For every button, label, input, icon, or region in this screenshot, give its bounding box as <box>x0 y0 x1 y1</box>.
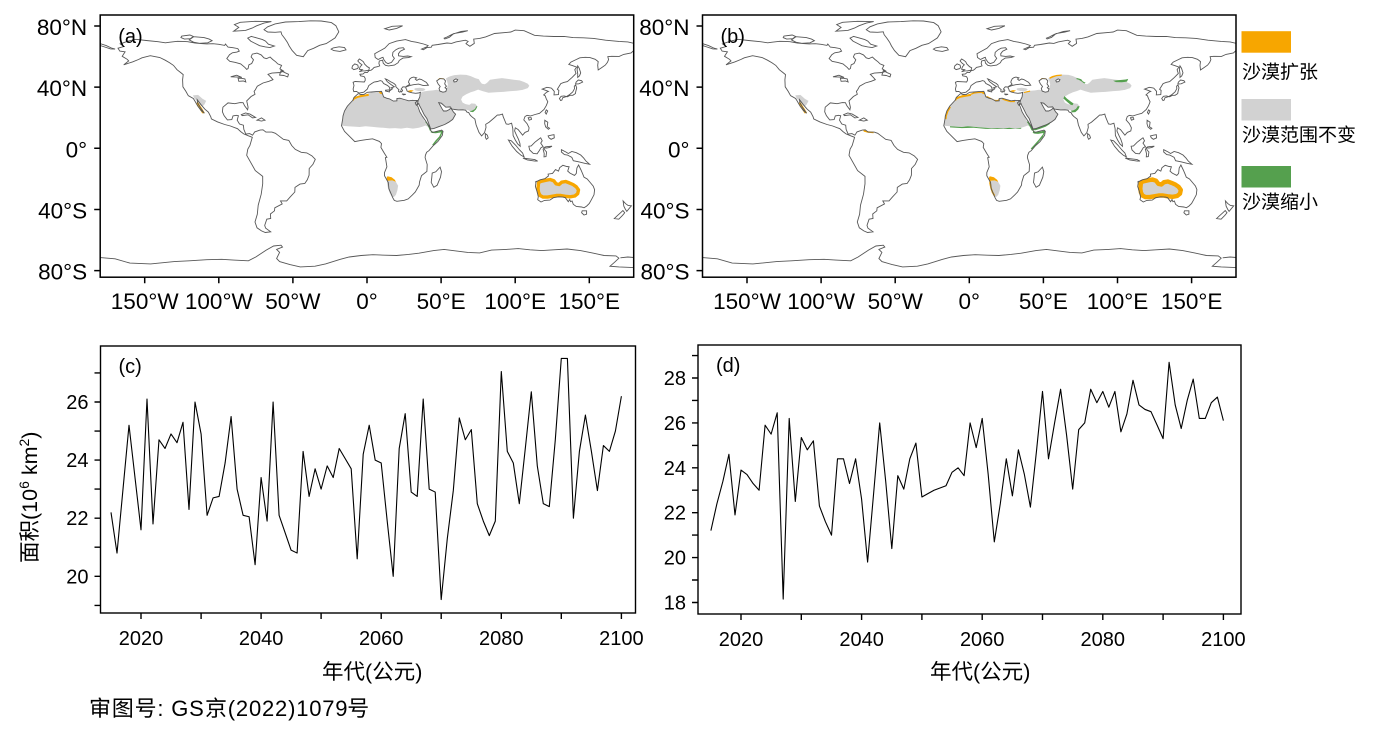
svg-text:2040: 2040 <box>239 628 284 650</box>
svg-text:100°W: 100°W <box>787 289 856 314</box>
svg-text:0°: 0° <box>959 289 981 314</box>
svg-text:100°E: 100°E <box>484 289 546 314</box>
svg-text:150°W: 150°W <box>713 289 782 314</box>
svg-text:28: 28 <box>664 368 686 390</box>
svg-text:2020: 2020 <box>719 629 764 651</box>
svg-text:80°N: 80°N <box>639 15 689 40</box>
svg-text:150°E: 150°E <box>1161 289 1223 314</box>
svg-text:100°W: 100°W <box>185 289 254 314</box>
svg-text:50°E: 50°E <box>1019 289 1068 314</box>
svg-text:0°: 0° <box>668 137 690 162</box>
svg-text:(2022)1079: (2022)1079 <box>228 696 349 721</box>
svg-text:80°N: 80°N <box>37 15 87 40</box>
svg-text:40°N: 40°N <box>37 76 87 101</box>
svg-text:: GS: : GS <box>157 696 204 721</box>
svg-text:2060: 2060 <box>960 629 1005 651</box>
svg-text:50°W: 50°W <box>265 289 321 314</box>
svg-text:22: 22 <box>66 508 88 530</box>
svg-text:2020: 2020 <box>119 628 164 650</box>
svg-text:50°W: 50°W <box>868 289 924 314</box>
svg-text:20: 20 <box>664 548 686 570</box>
svg-text:24: 24 <box>66 450 88 472</box>
svg-text:0°: 0° <box>356 289 378 314</box>
svg-text:100°E: 100°E <box>1087 289 1149 314</box>
svg-text:26: 26 <box>66 392 88 414</box>
svg-text:80°S: 80°S <box>640 260 689 285</box>
svg-text:0°: 0° <box>66 137 88 162</box>
svg-text:(a): (a) <box>118 26 142 48</box>
svg-text:): ) <box>1023 660 1030 684</box>
svg-text:40°N: 40°N <box>639 76 689 101</box>
svg-text:40°S: 40°S <box>640 199 689 224</box>
svg-text:80°S: 80°S <box>38 260 87 285</box>
svg-text:18: 18 <box>664 593 686 615</box>
svg-text:): ) <box>415 660 422 684</box>
svg-text:(: ( <box>973 660 981 684</box>
svg-text:2060: 2060 <box>359 628 404 650</box>
svg-text:150°W: 150°W <box>111 289 180 314</box>
svg-text:(d): (d) <box>716 355 740 377</box>
svg-text:50°E: 50°E <box>417 289 466 314</box>
svg-text:40°S: 40°S <box>38 199 87 224</box>
svg-text:150°E: 150°E <box>559 289 621 314</box>
svg-text:2040: 2040 <box>839 629 884 651</box>
svg-text:(106 km2): (106 km2) <box>16 432 42 520</box>
svg-text:(: ( <box>365 660 373 684</box>
svg-text:26: 26 <box>664 413 686 435</box>
svg-text:24: 24 <box>664 458 686 480</box>
svg-text:(c): (c) <box>119 356 142 378</box>
svg-text:20: 20 <box>66 566 88 588</box>
svg-text:2080: 2080 <box>479 628 524 650</box>
svg-text:22: 22 <box>664 503 686 525</box>
svg-text:2100: 2100 <box>1201 629 1246 651</box>
svg-text:(b): (b) <box>721 26 745 48</box>
svg-text:2100: 2100 <box>599 628 644 650</box>
svg-text:2080: 2080 <box>1081 629 1126 651</box>
